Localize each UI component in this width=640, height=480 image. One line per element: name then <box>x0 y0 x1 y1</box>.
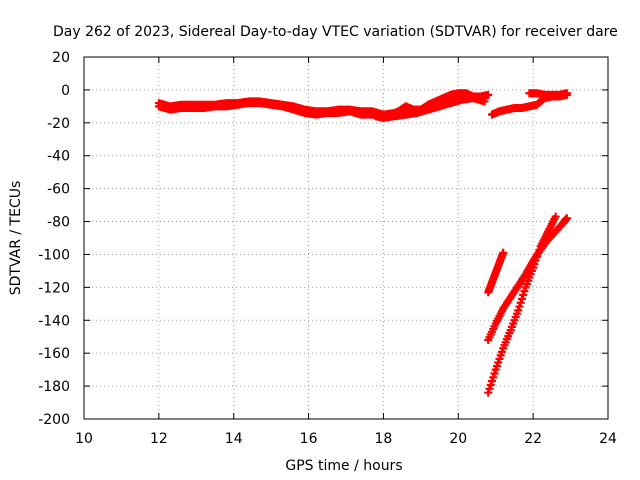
x-tick-label: 18 <box>375 431 393 447</box>
data-point <box>499 248 508 257</box>
data-point <box>562 214 571 223</box>
data-points <box>154 89 571 397</box>
chart-title: Day 262 of 2023, Sidereal Day-to-day VTE… <box>53 24 618 40</box>
data-point <box>487 377 496 386</box>
x-tick-label: 24 <box>599 431 617 447</box>
data-point <box>515 302 524 311</box>
data-point <box>484 388 493 397</box>
x-tick-label: 12 <box>150 431 168 447</box>
data-point <box>519 291 528 300</box>
y-tick-label: -140 <box>38 313 70 329</box>
tick-labels: 10 12 14 16 18 20 22 24 20 0 -20 -40 -60 -80 -100 -120 -… <box>38 50 617 447</box>
x-tick-label: 14 <box>225 431 243 447</box>
x-tick-label: 20 <box>449 431 467 447</box>
data-point <box>489 373 498 382</box>
data-point <box>484 90 493 99</box>
data-point <box>516 298 525 307</box>
y-tick-label: -120 <box>38 280 70 296</box>
y-tick-label: -80 <box>47 215 70 231</box>
y-tick-label: -180 <box>38 379 70 395</box>
data-point <box>514 306 523 315</box>
data-series <box>484 248 508 297</box>
y-tick-label: -200 <box>38 412 70 428</box>
x-tick-label: 10 <box>75 431 93 447</box>
data-series <box>371 89 493 122</box>
y-tick-label: -100 <box>38 247 70 263</box>
y-tick-label: -160 <box>38 346 70 362</box>
y-axis-label: SDTVAR / TECUs <box>8 181 24 296</box>
data-point <box>520 287 529 296</box>
data-point <box>490 369 499 378</box>
y-tick-label: -60 <box>47 182 70 198</box>
y-tick-label: -40 <box>47 149 70 165</box>
data-series <box>525 89 571 99</box>
y-tick-label: 0 <box>61 83 70 99</box>
x-tick-label: 16 <box>300 431 318 447</box>
y-tick-label: -20 <box>47 116 70 132</box>
data-point <box>551 212 560 221</box>
data-point <box>562 89 571 98</box>
data-point <box>485 384 494 393</box>
data-point <box>517 294 526 303</box>
axis-ticks <box>83 56 609 420</box>
x-tick-label: 22 <box>524 431 542 447</box>
plot-border <box>83 56 609 420</box>
y-tick-label: 20 <box>52 50 70 66</box>
x-axis-label: GPS time / hours <box>285 458 402 474</box>
data-point <box>486 380 495 389</box>
data-series <box>484 212 560 397</box>
